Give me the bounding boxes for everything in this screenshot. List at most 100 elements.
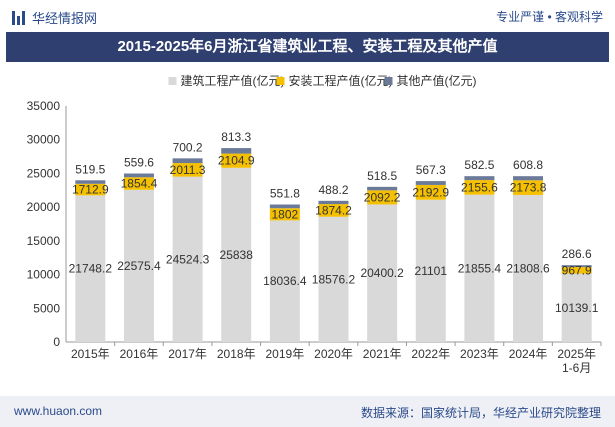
x-tick-label: 2024年 <box>509 347 548 361</box>
y-tick-label: 25000 <box>27 166 61 180</box>
data-label-2: 813.3 <box>221 130 251 144</box>
logo-icon <box>12 10 26 25</box>
legend-label-1: 安装工程产值(亿元) <box>289 73 393 88</box>
bar-segment-2 <box>221 148 252 154</box>
data-label-1: 1854.4 <box>121 177 158 191</box>
bar-segment-1 <box>75 183 106 196</box>
x-tick-label: 2016年 <box>120 347 159 361</box>
bar-segment-1 <box>172 163 203 177</box>
bar-segment-2 <box>464 176 495 181</box>
data-label-0: 21748.2 <box>69 262 113 276</box>
bar-segment-1 <box>513 180 544 195</box>
bar-segment-0 <box>172 176 203 342</box>
data-label-1: 1712.9 <box>72 183 109 197</box>
legend-swatch-1 <box>276 77 285 85</box>
bar-segment-0 <box>367 204 398 342</box>
legend-swatch-0 <box>168 77 177 85</box>
data-label-0: 25838 <box>220 248 254 262</box>
bar-segment-1 <box>269 208 300 221</box>
data-label-1: 2173.8 <box>510 181 547 195</box>
tagline: 专业严谨 • 客观科学 <box>496 10 603 24</box>
bar-segment-0 <box>318 216 349 342</box>
data-label-2: 567.3 <box>416 163 446 177</box>
bar-segment-0 <box>415 199 446 342</box>
data-label-0: 24524.3 <box>166 252 210 266</box>
bar-segment-2 <box>269 204 300 209</box>
data-labels: 21748.2 1712.9 519.5 22575.4 1854.4 559.6 2452… <box>69 130 599 315</box>
bar-segment-2 <box>561 265 592 268</box>
data-label-0: 21855.4 <box>458 261 502 275</box>
bar-segment-2 <box>318 200 349 205</box>
y-tick-label: 30000 <box>27 133 61 147</box>
data-label-1: 2104.9 <box>218 154 255 168</box>
data-label-0: 18576.2 <box>312 272 356 286</box>
bar-segment-1 <box>123 177 154 190</box>
data-label-2: 551.8 <box>270 187 300 201</box>
data-label-2: 559.6 <box>124 156 154 170</box>
data-label-0: 22575.4 <box>117 259 161 273</box>
legend: 建筑工程产值(亿元) 安装工程产值(亿元) 其他产值(亿元) <box>168 73 477 88</box>
data-label-0: 10139.1 <box>555 301 599 315</box>
y-tick-label: 0 <box>53 335 60 349</box>
data-label-0: 21101 <box>415 264 448 278</box>
data-label-2: 519.5 <box>75 162 105 176</box>
bar-segment-1 <box>367 190 398 205</box>
data-label-2: 700.2 <box>173 140 203 154</box>
y-tick-label: 15000 <box>27 234 61 248</box>
x-tick-label: 2020年 <box>314 347 353 361</box>
bar-segment-0 <box>561 273 592 342</box>
x-tick-label: 2015年 <box>71 347 110 361</box>
data-label-2: 582.5 <box>464 158 494 172</box>
data-source: 数据来源：国家统计局，华经产业研究院整理 <box>360 406 601 420</box>
brand-name: 华经情报网 <box>32 11 98 26</box>
x-tick-label: 2025年 <box>557 347 596 361</box>
bar-segment-0 <box>464 194 495 342</box>
y-tick-label: 5000 <box>33 301 60 315</box>
stacked-bar-chart: 建筑工程产值(亿元) 安装工程产值(亿元) 其他产值(亿元) 0 5000 10000 1… <box>27 73 602 375</box>
data-label-2: 608.8 <box>513 158 543 172</box>
bar-segment-0 <box>75 195 106 342</box>
legend-swatch-2 <box>384 77 393 85</box>
x-tick-label: 2017年 <box>168 347 207 361</box>
data-label-2: 286.6 <box>562 247 592 261</box>
bar-segment-0 <box>221 167 252 342</box>
data-label-1: 2092.2 <box>364 190 401 204</box>
y-tick-label: 20000 <box>27 200 61 214</box>
bar-segment-2 <box>123 173 154 178</box>
legend-label-0: 建筑工程产值(亿元) <box>181 73 285 88</box>
x-tick-label: 1-6月 <box>562 361 591 375</box>
data-label-0: 20400.2 <box>360 266 404 280</box>
bar-segment-2 <box>367 186 398 191</box>
bar-segment-2 <box>172 158 203 164</box>
bar-segment-2 <box>75 180 106 184</box>
footer: www.huaon.com 数据来源：国家统计局，华经产业研究院整理 <box>0 396 615 427</box>
bar-segment-1 <box>561 267 592 274</box>
bar-segment-1 <box>415 184 446 200</box>
data-label-0: 18036.4 <box>263 274 307 288</box>
data-label-1: 967.9 <box>562 263 592 277</box>
data-label-1: 2155.6 <box>461 180 498 194</box>
x-tick-label: 2022年 <box>411 347 450 361</box>
data-label-1: 2011.3 <box>170 163 206 177</box>
data-label-1: 1874.2 <box>315 203 352 217</box>
data-label-0: 21808.6 <box>506 261 550 275</box>
data-label-1: 2192.9 <box>412 185 449 199</box>
chart-title: 2015-2025年6月浙江省建筑业工程、安装工程及其他产值 <box>6 32 609 62</box>
data-label-1: 1802 <box>272 207 299 221</box>
bars <box>75 148 592 342</box>
x-tick-label: 2021年 <box>363 347 402 361</box>
bar-segment-0 <box>269 220 300 342</box>
y-tick-label: 35000 <box>27 99 61 113</box>
legend-label-2: 其他产值(亿元) <box>397 73 477 88</box>
x-tick-label: 2018年 <box>217 347 256 361</box>
bar-segment-1 <box>318 204 349 217</box>
y-tick-label: 10000 <box>27 268 61 282</box>
x-tick-label: 2019年 <box>266 347 305 361</box>
bar-segment-1 <box>464 180 495 195</box>
data-label-2: 488.2 <box>318 183 348 197</box>
bar-segment-2 <box>415 181 446 185</box>
website-link[interactable]: www.huaon.com <box>14 404 103 418</box>
bar-segment-0 <box>513 194 544 342</box>
x-tick-label: 2023年 <box>460 347 499 361</box>
brand[interactable]: 华经情报网 <box>12 8 97 27</box>
